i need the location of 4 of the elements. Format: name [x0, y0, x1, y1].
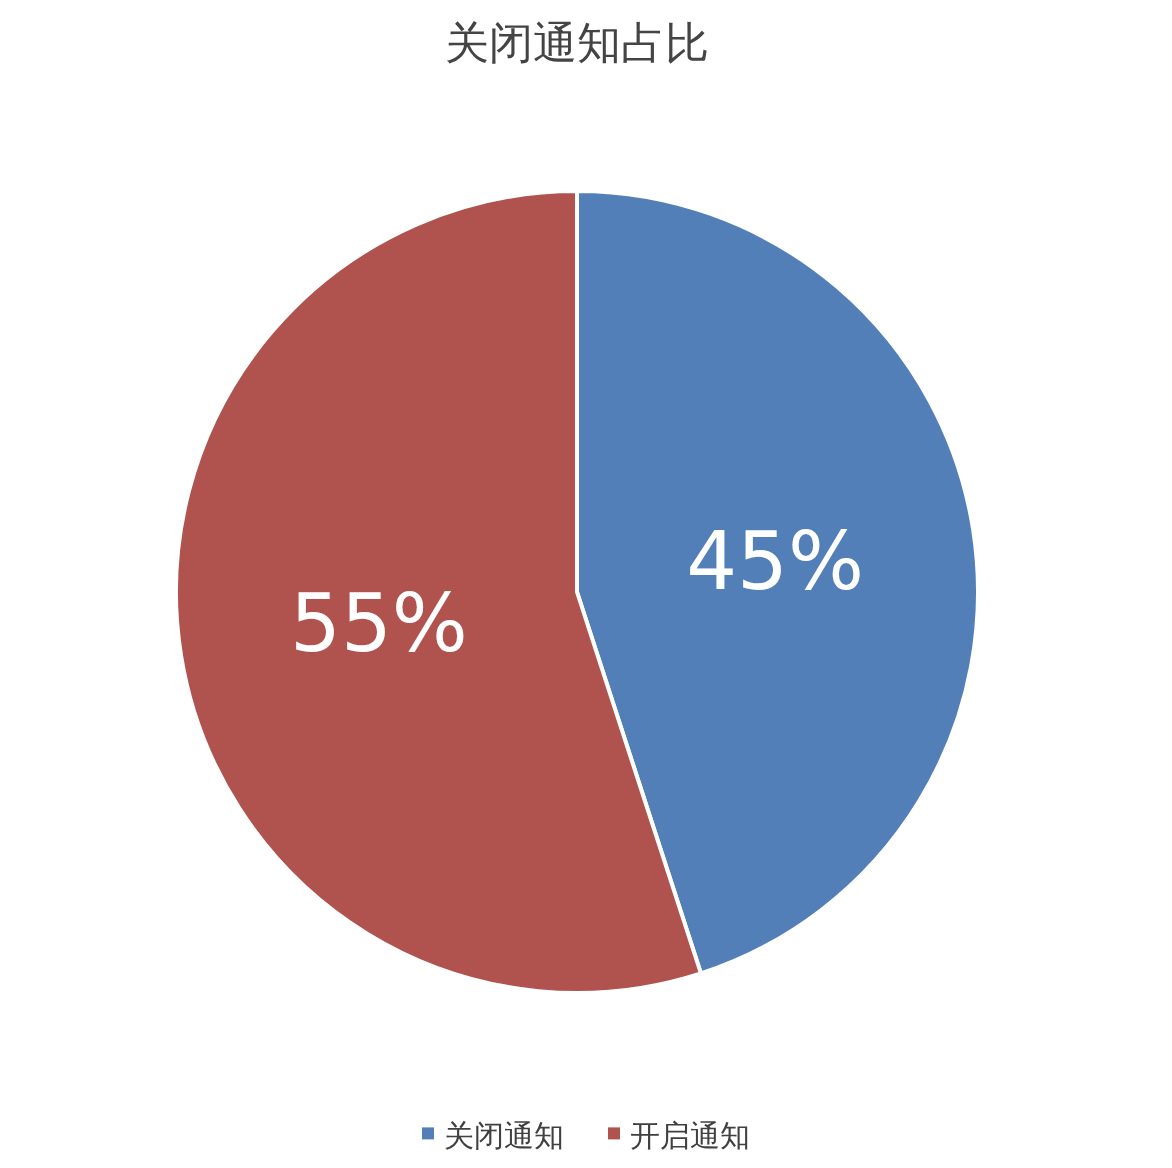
legend: 关闭通知 开启通知	[422, 1118, 750, 1153]
legend-label: 关闭通知	[444, 1118, 564, 1153]
legend-label: 开启通知	[630, 1118, 750, 1153]
title: 关闭通知占比	[445, 17, 709, 68]
